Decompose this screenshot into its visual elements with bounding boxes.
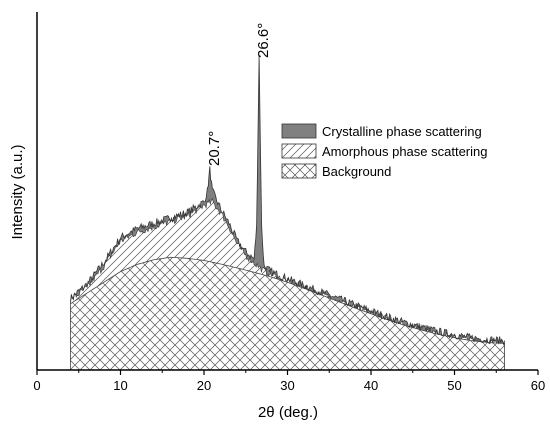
peak-label-2: 26.6° — [255, 23, 272, 58]
legend-label-background: Background — [322, 164, 391, 179]
x-tick-label: 50 — [447, 378, 461, 393]
x-tick-label: 20 — [197, 378, 211, 393]
x-tick-label: 40 — [364, 378, 378, 393]
x-tick-label: 10 — [113, 378, 127, 393]
legend-swatch-crystalline — [281, 123, 317, 139]
peak-label-1: 20.7° — [206, 131, 223, 166]
series-background-area — [70, 256, 505, 371]
series-crystalline-line — [70, 54, 505, 346]
legend-swatch-amorphous — [281, 143, 317, 159]
x-ticks: 0 10 20 30 40 50 60 — [33, 370, 545, 393]
x-axis-title: 2θ (deg.) — [258, 404, 318, 421]
y-axis-title: Intensity (a.u.) — [9, 144, 26, 239]
legend-label-amorphous: Amorphous phase scattering — [322, 144, 487, 159]
x-tick-label: 30 — [280, 378, 294, 393]
legend-label-crystalline: Crystalline phase scattering — [322, 124, 482, 139]
x-tick-label: 0 — [33, 378, 40, 393]
legend-swatch-background — [281, 163, 317, 179]
plot-area — [70, 54, 505, 371]
x-tick-label: 60 — [531, 378, 545, 393]
legend: Crystalline phase scattering Amorphous p… — [281, 123, 487, 179]
peak-annotations: 20.7° 26.6° — [206, 23, 272, 166]
